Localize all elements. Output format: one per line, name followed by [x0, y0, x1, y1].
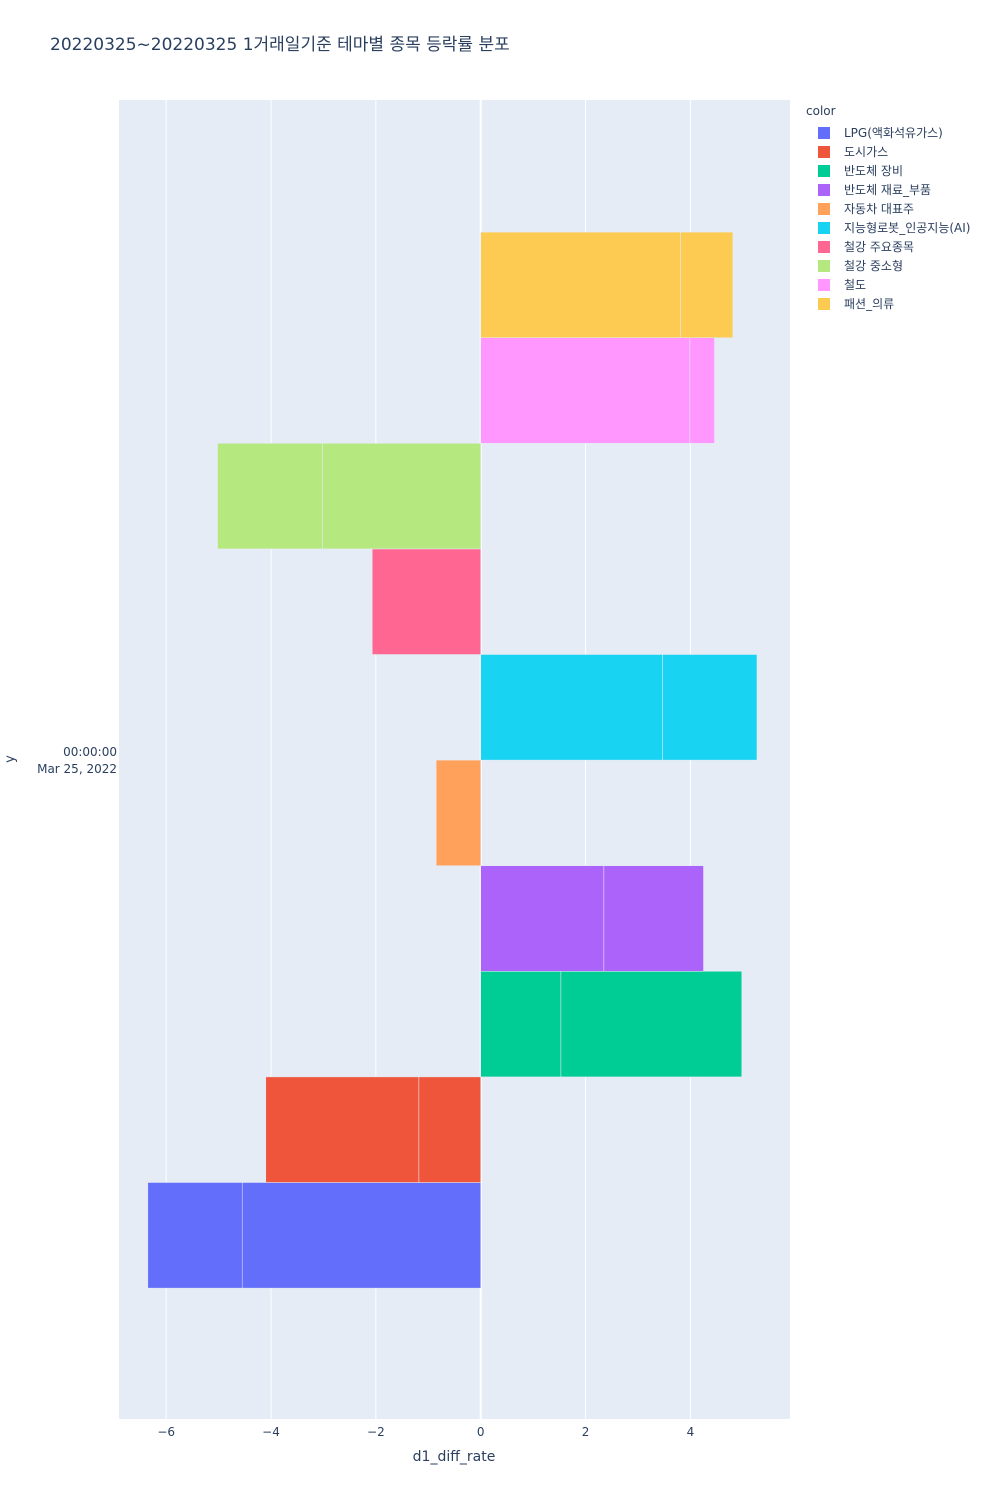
bar-철강-중소형-segment-1	[322, 443, 481, 550]
x-tick-label: 4	[687, 1425, 695, 1439]
legend-swatch	[818, 183, 830, 196]
legend-swatch	[818, 240, 830, 253]
legend-label: 패션_의류	[844, 297, 895, 311]
legend-item-지능형로봇-인공지능-ai[interactable]: 지능형로봇_인공지능(AI)	[806, 218, 970, 237]
bars	[147, 231, 758, 1289]
legend-item-lpg-액화석유가스[interactable]: LPG(액화석유가스)	[806, 123, 970, 142]
y-category-label-time: 00:00:00	[63, 745, 117, 759]
bar-도시가스-segment-2	[265, 1076, 420, 1183]
bar-자동차-대표주-segment-1	[435, 759, 481, 866]
legend-label: 도시가스	[844, 145, 889, 159]
legend-item-도시가스[interactable]: 도시가스	[806, 142, 970, 161]
legend-label: LPG(액화석유가스)	[844, 126, 943, 140]
legend-swatch	[818, 259, 830, 272]
legend-label: 반도체 장비	[844, 164, 904, 178]
legend-label: 철강 중소형	[844, 259, 904, 273]
legend-label: 반도체 재료_부품	[844, 183, 932, 197]
bar-반도체-재료-부품-segment-2	[603, 865, 704, 972]
legend-item-철도[interactable]: 철도	[806, 275, 970, 294]
x-tick-label: 2	[582, 1425, 590, 1439]
legend-swatch	[818, 202, 830, 215]
legend-swatch	[818, 164, 830, 177]
bar-지능형로봇-인공지능-ai-segment-1	[480, 654, 663, 761]
legend-item-반도체-재료-부품[interactable]: 반도체 재료_부품	[806, 180, 970, 199]
bar-반도체-장비-segment-2	[560, 971, 743, 1078]
y-axis-label: y	[3, 755, 18, 763]
bar-철강-중소형-segment-2	[217, 443, 323, 550]
legend-swatch	[818, 297, 830, 310]
legend-swatch	[818, 221, 830, 234]
x-tick-label: 0	[477, 1425, 485, 1439]
legend-label: 철도	[844, 278, 867, 292]
legend-title: color	[806, 104, 836, 118]
bar-도시가스-segment-1	[418, 1076, 481, 1183]
bar-lpg-액화석유가스-segment-2	[147, 1182, 243, 1289]
legend-item-자동차-대표주[interactable]: 자동차 대표주	[806, 199, 970, 218]
chart-title: 20220325~20220325 1거래일기준 테마별 종목 등락률 분포	[50, 35, 510, 55]
x-axis-label: d1_diff_rate	[413, 1449, 496, 1465]
legend-item-반도체-장비[interactable]: 반도체 장비	[806, 161, 970, 180]
bar-철도-segment-1	[480, 337, 691, 444]
x-tick-label: −2	[367, 1425, 385, 1439]
bar-패션-의류-segment-1	[480, 231, 681, 338]
bar-철강-주요종목-segment-1	[371, 548, 481, 655]
legend-item-패션-의류[interactable]: 패션_의류	[806, 294, 970, 313]
x-tick-label: −4	[262, 1425, 280, 1439]
bar-반도체-장비-segment-1	[480, 971, 562, 1078]
x-axis-ticks: −6 −4 −2 0 2 4	[157, 1425, 694, 1439]
legend-swatch	[818, 145, 830, 158]
y-category-label-date: Mar 25, 2022	[37, 762, 117, 776]
bar-lpg-액화석유가스-segment-1	[241, 1182, 481, 1289]
legend-label: 철강 주요종목	[844, 240, 915, 254]
bar-철도-segment-2	[689, 337, 715, 444]
legend-item-철강-주요종목[interactable]: 철강 주요종목	[806, 237, 970, 256]
legend-label: 지능형로봇_인공지능(AI)	[844, 221, 971, 235]
bar-지능형로봇-인공지능-ai-segment-2	[662, 654, 758, 761]
legend-swatch	[818, 126, 830, 139]
bar-패션-의류-segment-2	[680, 231, 734, 338]
legend-item-철강-중소형[interactable]: 철강 중소형	[806, 256, 970, 275]
x-tick-label: −6	[157, 1425, 175, 1439]
bar-반도체-재료-부품-segment-1	[480, 865, 605, 972]
legend-swatch	[818, 278, 830, 291]
legend-label: 자동차 대표주	[844, 202, 915, 216]
